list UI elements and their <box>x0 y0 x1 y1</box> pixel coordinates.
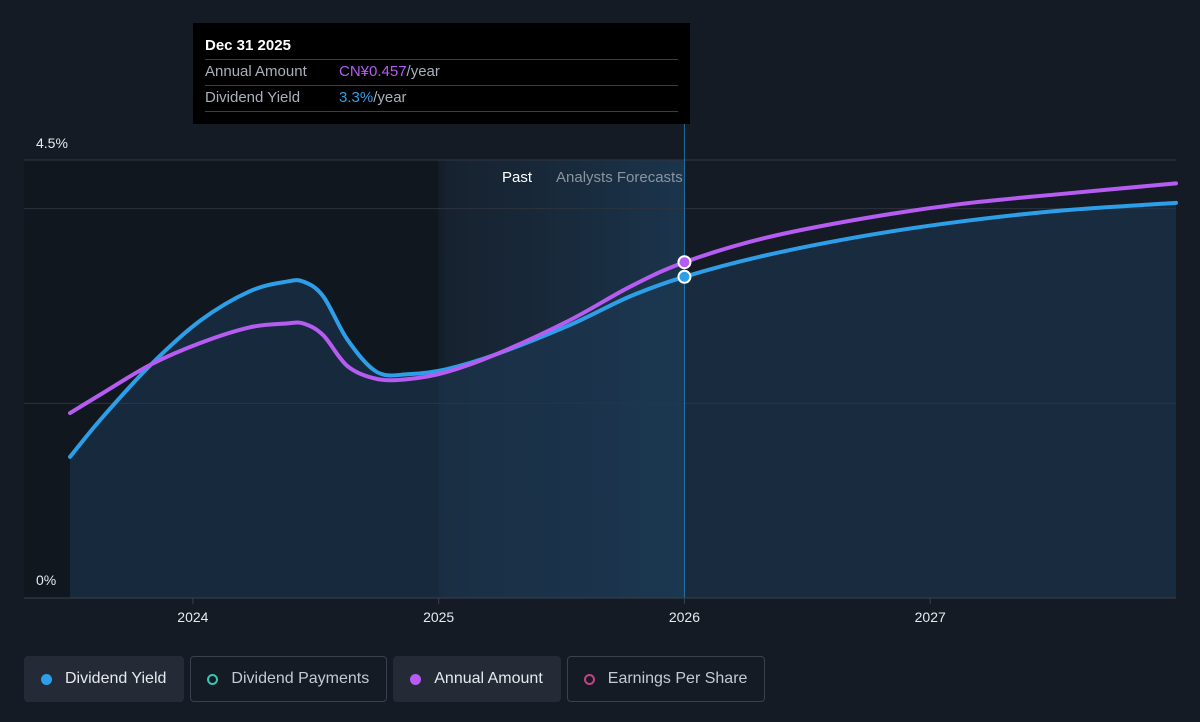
hover-markers <box>677 255 692 284</box>
tooltip-value: CN¥0.457 <box>339 63 407 80</box>
x-tick-label: 2027 <box>915 609 946 625</box>
filled-circle-icon <box>410 673 422 685</box>
ring-circle-icon <box>207 673 219 685</box>
x-tick-label: 2025 <box>423 609 454 625</box>
tooltip-row-dividend-yield: Dividend Yield 3.3%/year <box>205 85 678 111</box>
filled-circle-icon <box>41 673 52 685</box>
legend-label: Dividend Payments <box>231 670 370 687</box>
past-region-label: Past <box>502 169 533 186</box>
forecast-region-label: Analysts Forecasts <box>556 169 683 186</box>
dividend-yield-line <box>68 200 1178 459</box>
tooltip-label: Dividend Yield <box>205 89 301 106</box>
dividend-yield-marker <box>677 269 692 284</box>
legend-label: Earnings Per Share <box>607 670 748 687</box>
legend-annual-amount[interactable]: Annual Amount <box>393 656 561 702</box>
legend-dividend-yield[interactable]: Dividend Yield <box>24 656 185 702</box>
tooltip-label: Annual Amount <box>205 63 307 80</box>
dividend-yield-area <box>70 202 1176 598</box>
tooltip-row-annual-amount: Annual Amount CN¥0.457/year <box>205 59 678 85</box>
x-axis-ticks: 2024 2025 2026 2027 <box>177 598 946 625</box>
y-tick-label-max: 4.5% <box>36 135 68 151</box>
tooltip-value: 3.3% <box>339 89 374 106</box>
x-tick-label: 2024 <box>177 609 208 625</box>
annual-amount-marker <box>677 255 692 270</box>
tooltip-divider <box>205 111 678 112</box>
tooltip: Dec 31 2025 Annual Amount CN¥0.457/year … <box>193 23 690 124</box>
x-tick-label: 2026 <box>669 609 700 625</box>
tooltip-unit: /year <box>373 89 407 106</box>
tooltip-unit: /year <box>406 63 440 80</box>
area-fills <box>70 202 1176 598</box>
annual-amount-line <box>68 181 1178 416</box>
legend-label: Dividend Yield <box>65 670 167 687</box>
ring-circle-icon <box>583 673 595 685</box>
legend-dividend-payments[interactable]: Dividend Payments <box>190 656 388 702</box>
series-lines <box>68 181 1178 459</box>
legend-label: Annual Amount <box>434 670 543 687</box>
legend-earnings-per-share[interactable]: Earnings Per Share <box>566 656 766 702</box>
legend: Dividend Yield Dividend Payments Annual … <box>24 656 766 702</box>
tooltip-date: Dec 31 2025 <box>205 37 291 54</box>
y-tick-label-min: 0% <box>36 572 56 588</box>
